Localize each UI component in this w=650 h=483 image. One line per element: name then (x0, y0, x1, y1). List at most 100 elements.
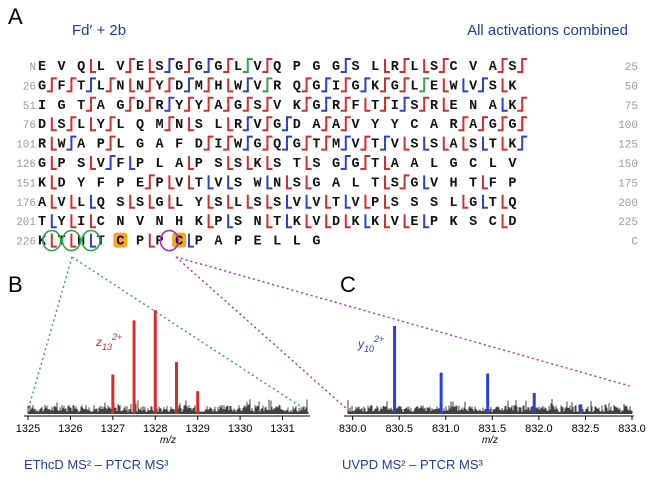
residue: L (77, 196, 85, 211)
residue: R (450, 118, 459, 133)
residue: A (175, 157, 184, 172)
residue: E (136, 176, 144, 191)
cleavage-marker (282, 143, 288, 151)
c-tick-label: 830.5 (385, 423, 413, 435)
cleavage-marker (70, 194, 77, 209)
cleavage-marker (305, 194, 312, 209)
residue: G (293, 138, 301, 153)
residue: K (371, 79, 380, 94)
residue: G (254, 138, 262, 153)
residue: V (469, 79, 478, 94)
cleavage-marker (301, 104, 308, 112)
cleavage-marker (325, 77, 332, 85)
cleavage-marker (242, 123, 249, 132)
cleavage-marker (90, 117, 96, 132)
residue: F (352, 99, 360, 114)
residue: K (352, 215, 361, 230)
cleavage-marker (403, 96, 410, 105)
residue: T (371, 138, 379, 153)
cleavage-marker (340, 162, 347, 170)
residue: G (234, 99, 242, 114)
residue: S (293, 176, 301, 191)
residue: S (469, 215, 477, 230)
cleavage-marker (301, 84, 308, 93)
residue: R (273, 79, 282, 94)
residue: G (195, 60, 203, 75)
residue: K (371, 215, 380, 230)
cleavage-marker (305, 175, 312, 190)
panel-a-title-left: Fd′ + 2b (72, 22, 127, 39)
residue: K (195, 215, 204, 230)
residue: A (38, 196, 47, 211)
cleavage-marker (321, 123, 328, 132)
residue: C (410, 118, 418, 133)
cysteine-highlight (172, 232, 187, 248)
residue: C (97, 215, 105, 230)
cleavage-marker (419, 84, 426, 93)
cleavage-marker (360, 162, 367, 170)
residue: I (38, 99, 46, 114)
b-peak (174, 362, 178, 414)
c-tick-label: 831.0 (432, 423, 460, 435)
residue: G (38, 157, 46, 172)
c-tick-label: 831.5 (479, 423, 507, 435)
cleavage-marker (70, 77, 77, 85)
residue: V (312, 215, 321, 230)
cleavage-marker (70, 135, 77, 144)
cleavage-marker (203, 143, 210, 151)
cleavage-marker (478, 123, 484, 132)
residue: G (450, 157, 458, 172)
residue: R (234, 118, 243, 133)
b-tick-label: 1328 (143, 423, 167, 435)
cleavage-marker (125, 104, 132, 112)
residue: A (391, 157, 400, 172)
cleavage-marker (66, 123, 73, 132)
cleavage-marker (50, 175, 57, 190)
cleavage-marker (227, 58, 234, 66)
residue: V (352, 118, 361, 133)
residue: A (97, 99, 106, 114)
residue: T (293, 157, 301, 172)
residue: V (136, 215, 145, 230)
residue: G (489, 118, 497, 133)
residue: V (116, 60, 125, 75)
residue: S (58, 118, 66, 133)
cleavage-marker (399, 84, 406, 93)
cleavage-marker (344, 155, 351, 163)
cleavage-marker (478, 84, 484, 93)
residue: T (371, 176, 379, 191)
residue: Y (175, 99, 184, 114)
residue: G (352, 79, 360, 94)
c-tick-label: 832.0 (525, 423, 553, 435)
sequence-map: N 25E V Q L V E S G G G L V Q P G G S L R L S C V A S26 50G F T L N N Y D… (16, 58, 638, 252)
cleavage-marker (497, 65, 504, 73)
cleavage-marker (364, 155, 371, 163)
residue: A (469, 118, 478, 133)
cleavage-marker (46, 84, 53, 93)
residue: V (508, 157, 517, 172)
row-start-number: 176 (16, 198, 36, 210)
cleavage-marker (184, 65, 190, 73)
cleavage-marker (423, 96, 430, 105)
cleavage-marker (399, 65, 406, 73)
row-end-number: C (631, 237, 638, 249)
c-ion-label: y102+ (357, 334, 384, 354)
residue: T (371, 99, 379, 114)
cleavage-marker (262, 123, 269, 132)
cleavage-marker (340, 65, 347, 73)
cleavage-marker (148, 174, 155, 182)
residue: Q (273, 138, 281, 153)
cleavage-marker (344, 135, 351, 144)
cleavage-ellipse (81, 229, 101, 252)
residue: P (136, 235, 144, 250)
residue: Y (156, 79, 165, 94)
panel-c-label: C (340, 272, 356, 297)
residue: F (116, 157, 124, 172)
cleavage-marker (129, 96, 136, 105)
cleavage-marker (109, 135, 116, 144)
cleavage-marker (188, 77, 194, 85)
residue: S (508, 60, 516, 75)
residue: E (410, 215, 418, 230)
cleavage-marker (305, 77, 312, 85)
residue: V (391, 215, 400, 230)
